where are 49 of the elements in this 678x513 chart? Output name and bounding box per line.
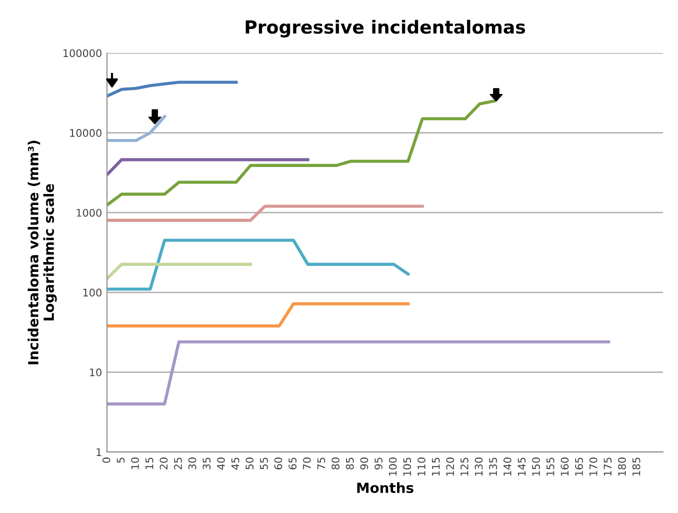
x-tick-label: 175 [604, 458, 612, 476]
y-tick-label: 1000 [76, 208, 102, 217]
y-tick-label: 1 [96, 448, 102, 456]
x-tick-label: 90 [360, 458, 368, 470]
x-tick-label: 5 [116, 458, 125, 463]
x-tick-label: 145 [518, 458, 526, 476]
chart-title: Progressive incidentalomas [246, 20, 525, 38]
y-tick-label: 100 [83, 288, 102, 297]
x-tick-label: 15 [146, 458, 154, 469]
x-tick-label: 40 [217, 458, 225, 470]
x-tick-label: 50 [246, 458, 254, 470]
x-tick-label: 100 [388, 458, 397, 476]
x-tick-label: 30 [188, 458, 196, 470]
y-tick-label: 10 [90, 368, 102, 376]
x-tick-label: 115 [432, 458, 440, 476]
x-tick-label: 35 [202, 458, 211, 470]
x-tick-label: 60 [274, 458, 282, 470]
x-tick-label: 170 [589, 458, 598, 476]
x-tick-label: 80 [332, 458, 340, 470]
x-tick-label: 180 [618, 458, 626, 476]
x-tick-label: 20 [160, 458, 168, 470]
x-tick-label: 95 [374, 458, 382, 470]
x-tick-label: 25 [174, 458, 182, 470]
x-tick-label: 140 [503, 458, 512, 476]
x-tick-label: 75 [317, 458, 326, 470]
x-tick-label: 165 [575, 458, 583, 476]
x-tick-label: 65 [288, 458, 296, 470]
x-tick-label: 70 [302, 458, 311, 470]
x-tick-label: 150 [532, 458, 540, 476]
x-tick-label: 55 [260, 458, 268, 470]
x-tick-label: 45 [231, 458, 240, 470]
x-tick-label: 110 [418, 458, 426, 476]
x-tick-label: 155 [546, 458, 554, 476]
x-tick-label: 10 [131, 458, 139, 469]
x-tick-label: 120 [446, 458, 454, 476]
x-tick-label: 185 [632, 458, 640, 476]
y-axis-title: Incidentaloma volume (mm³) Logarithmic scale [28, 140, 57, 364]
x-tick-label: 105 [403, 458, 412, 476]
line-series [107, 80, 238, 98]
x-axis-title: Months [357, 482, 414, 494]
line-series [107, 238, 410, 291]
x-tick-label: 125 [460, 458, 468, 476]
x-tick-label: 0 [102, 458, 110, 463]
x-tick-label: 85 [346, 458, 354, 470]
x-tick-label: 135 [489, 458, 498, 476]
y-tick-label: 100000 [64, 49, 102, 58]
y-tick-label: 10000 [70, 129, 102, 137]
x-tick-label: 160 [560, 458, 569, 476]
x-tick-label: 130 [474, 458, 483, 476]
